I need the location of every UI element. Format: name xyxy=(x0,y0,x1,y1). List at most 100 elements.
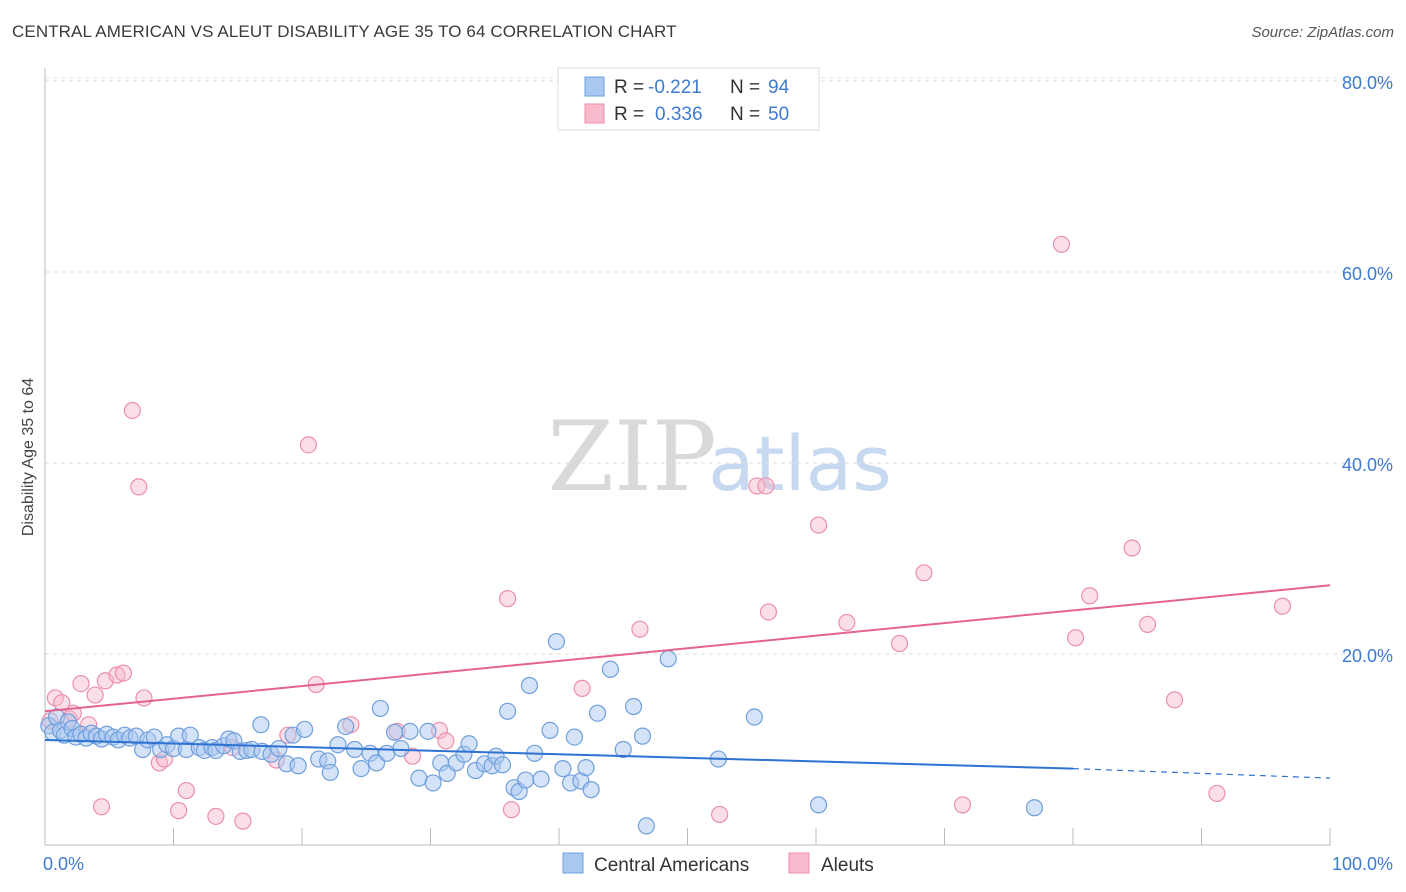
point-central-americans xyxy=(516,771,535,789)
trend-line-aleuts xyxy=(44,584,1331,713)
point-aleuts xyxy=(1052,235,1071,253)
chart-title: CENTRAL AMERICAN VS ALEUT DISABILITY AGE… xyxy=(12,22,677,41)
point-central-americans xyxy=(499,702,517,720)
point-central-americans xyxy=(614,740,632,759)
point-aleuts xyxy=(1123,539,1141,557)
legend-n-value-2: 50 xyxy=(768,104,789,125)
y-tick-label: 60.0% xyxy=(1342,264,1393,284)
point-aleuts xyxy=(631,620,649,638)
legend-swatch-blue xyxy=(584,76,605,97)
point-aleuts xyxy=(1165,691,1184,709)
point-central-americans xyxy=(493,756,512,774)
point-aleuts xyxy=(207,807,225,825)
legend-n-label-1: N = xyxy=(730,77,760,98)
point-central-americans xyxy=(460,735,478,753)
point-central-americans xyxy=(385,723,404,741)
point-aleuts xyxy=(499,590,517,608)
gridlines xyxy=(45,77,1392,655)
point-central-americans xyxy=(637,817,655,835)
point-aleuts xyxy=(502,801,521,819)
point-aleuts xyxy=(86,686,104,704)
point-aleuts xyxy=(1066,629,1085,647)
point-aleuts xyxy=(573,679,591,697)
point-central-americans xyxy=(745,708,763,726)
legend-bottom-swatch-blue xyxy=(562,852,584,874)
point-central-americans xyxy=(633,727,652,745)
legend-stats: R = -0.221 N = 94 R = 0.336 N = 50 xyxy=(557,67,820,131)
point-central-americans xyxy=(270,739,288,758)
legend-series: Central Americans Aleuts xyxy=(562,852,874,876)
x-tick-label: 100.0% xyxy=(1332,854,1393,874)
trend-lines xyxy=(44,584,1331,779)
legend-r-label-2: R = xyxy=(614,104,644,125)
point-aleuts xyxy=(170,802,188,820)
y-tick-label: 40.0% xyxy=(1342,455,1393,475)
point-central-americans xyxy=(401,722,419,740)
legend-bottom-label-blue: Central Americans xyxy=(594,855,749,876)
point-central-americans xyxy=(424,774,442,792)
point-aleuts xyxy=(757,477,775,495)
watermark-zip: ZIP xyxy=(547,401,716,513)
point-central-americans xyxy=(809,796,828,814)
point-central-americans xyxy=(554,759,572,778)
point-aleuts xyxy=(1138,615,1157,633)
point-aleuts xyxy=(759,603,778,621)
point-central-americans xyxy=(547,632,566,651)
x-tick-label: 0.0% xyxy=(43,854,84,874)
point-aleuts xyxy=(114,664,132,682)
point-central-americans xyxy=(565,728,584,746)
point-aleuts xyxy=(1208,784,1226,803)
point-central-americans xyxy=(582,781,600,799)
point-aleuts xyxy=(1081,587,1099,605)
x-tick-labels: 0.0% 100.0% xyxy=(43,854,1393,874)
point-aleuts xyxy=(953,796,972,814)
point-central-americans xyxy=(252,716,270,734)
legend-r-value-2: 0.336 xyxy=(655,104,703,125)
y-axis-label: Disability Age 35 to 64 xyxy=(20,378,37,536)
source-label: Source: ZipAtlas.com xyxy=(1251,24,1394,41)
point-aleuts xyxy=(915,564,933,582)
legend-r-value-1: -0.221 xyxy=(648,77,702,98)
point-aleuts xyxy=(135,689,153,707)
series-central-americans xyxy=(40,632,1044,835)
point-central-americans xyxy=(352,759,370,778)
point-central-americans xyxy=(321,763,339,782)
y-tick-label: 80.0% xyxy=(1342,73,1393,93)
legend-n-label-2: N = xyxy=(730,104,760,125)
legend-bottom-swatch-pink xyxy=(788,852,810,874)
point-aleuts xyxy=(108,666,126,684)
point-aleuts xyxy=(748,477,766,495)
trend-line-central-americans-extension xyxy=(1072,768,1331,779)
point-central-americans xyxy=(588,704,607,722)
point-central-americans xyxy=(577,759,595,777)
point-central-americans xyxy=(1025,799,1044,817)
y-tick-label: 20.0% xyxy=(1342,646,1393,666)
point-central-americans xyxy=(520,676,539,695)
point-central-americans xyxy=(371,699,389,718)
point-central-americans xyxy=(295,720,314,739)
point-central-americans xyxy=(289,757,307,775)
point-aleuts xyxy=(838,613,856,632)
y-tick-labels: 20.0% 40.0% 60.0% 80.0% xyxy=(1342,73,1393,666)
point-central-americans xyxy=(601,660,620,678)
point-aleuts xyxy=(130,478,148,496)
point-aleuts xyxy=(92,798,111,816)
point-central-americans xyxy=(532,770,550,788)
point-central-americans xyxy=(337,717,355,736)
legend-bottom-label-pink: Aleuts xyxy=(821,855,874,876)
point-central-americans xyxy=(329,736,347,754)
point-aleuts xyxy=(890,634,909,653)
point-aleuts xyxy=(1273,597,1292,615)
trend-line-central-americans xyxy=(44,738,1074,770)
point-aleuts xyxy=(711,805,729,824)
point-aleuts xyxy=(299,436,318,454)
watermark: ZIP atlas xyxy=(547,401,891,513)
point-central-americans xyxy=(659,650,677,668)
point-aleuts xyxy=(177,781,195,800)
point-aleuts xyxy=(234,812,252,830)
point-central-americans xyxy=(541,721,559,740)
point-aleuts xyxy=(72,675,90,693)
legend-swatch-pink xyxy=(584,103,605,124)
legend-r-label-1: R = xyxy=(614,77,644,98)
